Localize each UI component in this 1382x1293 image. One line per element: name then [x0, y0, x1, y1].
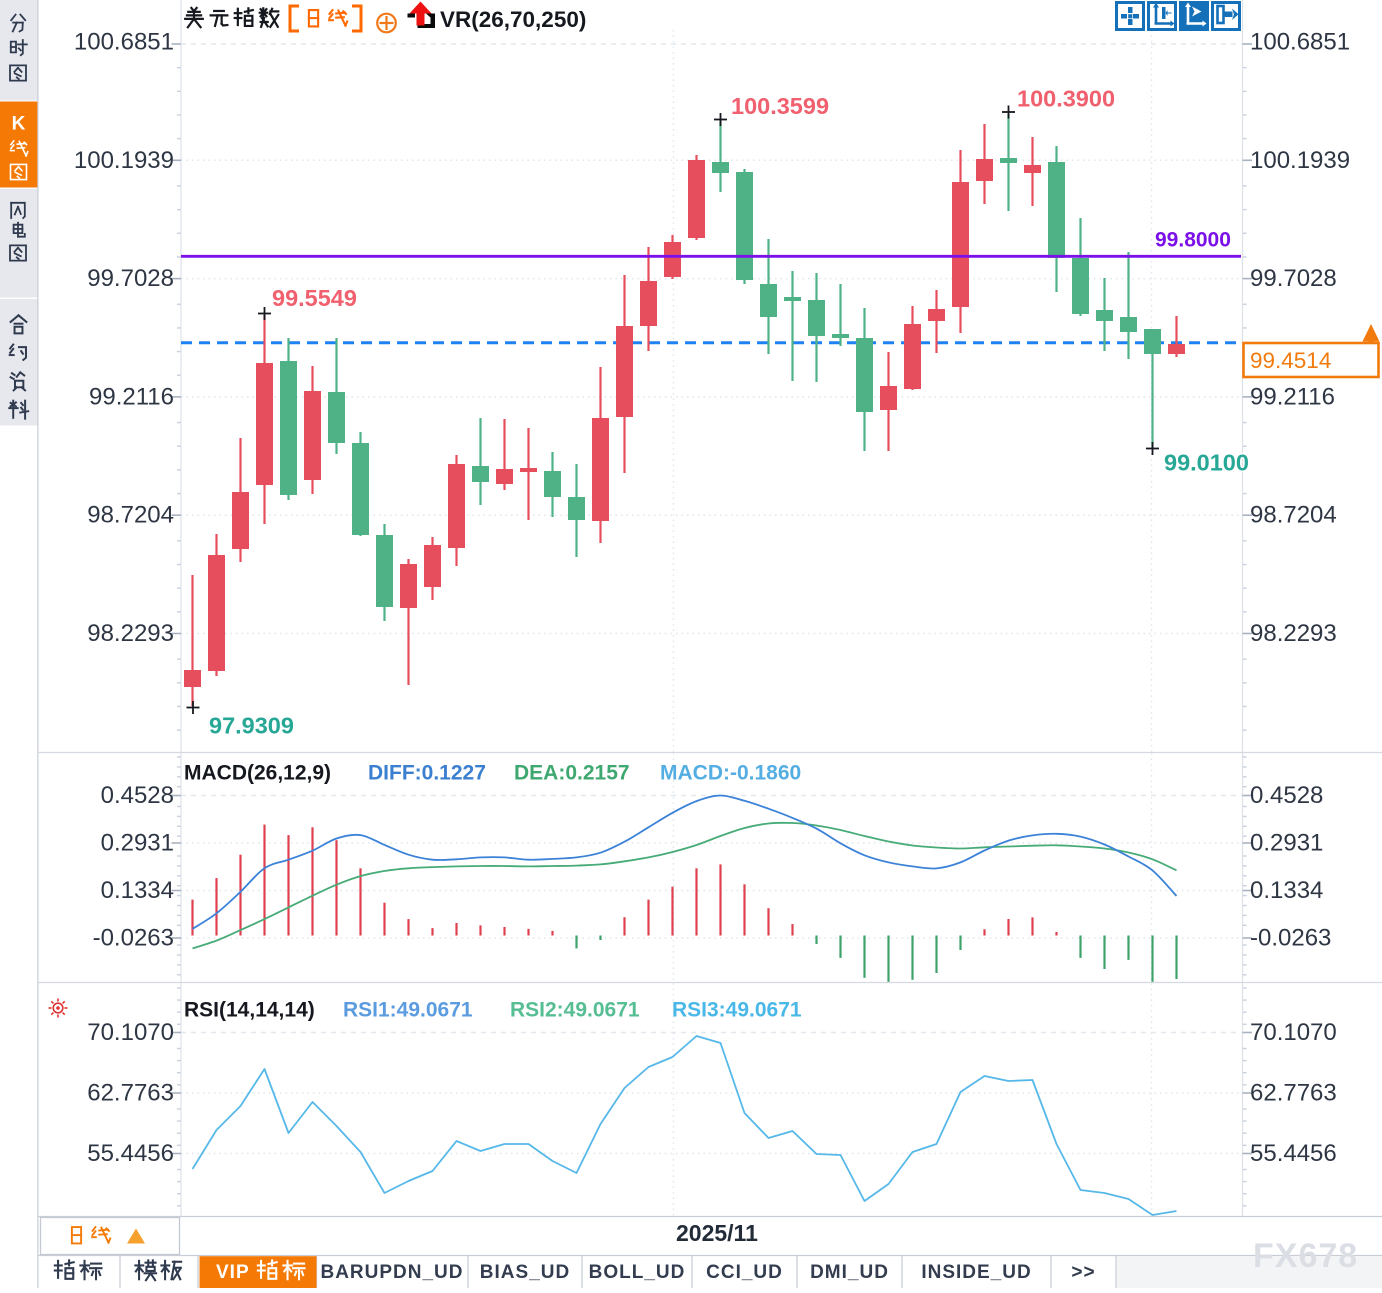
svg-text:99.4514: 99.4514	[1250, 348, 1331, 373]
svg-text:0.2931: 0.2931	[101, 830, 174, 857]
svg-text:99.7028: 99.7028	[87, 265, 174, 292]
svg-text:0.4528: 0.4528	[1250, 782, 1323, 809]
svg-text:MACD:-0.1860: MACD:-0.1860	[660, 762, 801, 785]
svg-text:100.1939: 100.1939	[74, 147, 174, 174]
svg-text:99.0100: 99.0100	[1164, 450, 1249, 476]
svg-text:70.1070: 70.1070	[87, 1019, 174, 1046]
svg-text:BARUPDN_UD: BARUPDN_UD	[320, 1262, 463, 1283]
svg-text:0.1334: 0.1334	[101, 877, 174, 904]
svg-text:0.2931: 0.2931	[1250, 830, 1323, 857]
svg-text:99.5549: 99.5549	[272, 285, 357, 311]
svg-text:2025/11: 2025/11	[676, 1220, 758, 1246]
svg-text:62.7763: 62.7763	[1250, 1080, 1337, 1107]
svg-text:62.7763: 62.7763	[87, 1080, 174, 1107]
svg-text:0.1334: 0.1334	[1250, 877, 1323, 904]
svg-text:99.2116: 99.2116	[89, 383, 174, 410]
svg-text:99.7028: 99.7028	[1250, 265, 1337, 292]
svg-text:FX678: FX678	[1253, 1237, 1358, 1275]
svg-text:MACD(26,12,9): MACD(26,12,9)	[184, 762, 331, 785]
svg-text:100.3900: 100.3900	[1017, 86, 1115, 112]
svg-text:98.7204: 98.7204	[87, 502, 174, 529]
svg-text:0.4528: 0.4528	[101, 782, 174, 809]
svg-text:DIFF:0.1227: DIFF:0.1227	[368, 762, 486, 785]
svg-text:>>: >>	[1071, 1262, 1095, 1283]
svg-text:RSI1:49.0671: RSI1:49.0671	[343, 999, 473, 1022]
svg-text:VR(26,70,250): VR(26,70,250)	[440, 7, 586, 32]
svg-text:98.2293: 98.2293	[1250, 620, 1337, 647]
svg-text:DEA:0.2157: DEA:0.2157	[514, 762, 630, 785]
svg-text:99.8000: 99.8000	[1155, 229, 1231, 252]
svg-text:98.7204: 98.7204	[1250, 502, 1337, 529]
svg-text:BIAS_UD: BIAS_UD	[480, 1262, 570, 1283]
svg-text:INSIDE_UD: INSIDE_UD	[921, 1262, 1031, 1283]
svg-text:RSI2:49.0671: RSI2:49.0671	[510, 999, 640, 1022]
svg-text:K: K	[12, 114, 26, 135]
svg-text:99.2116: 99.2116	[1250, 383, 1335, 410]
svg-text:70.1070: 70.1070	[1250, 1019, 1337, 1046]
svg-text:-0.0263: -0.0263	[1250, 925, 1331, 952]
svg-text:98.2293: 98.2293	[87, 620, 174, 647]
svg-text:97.9309: 97.9309	[209, 713, 294, 739]
svg-text:BOLL_UD: BOLL_UD	[589, 1262, 686, 1283]
svg-text:RSI3:49.0671: RSI3:49.0671	[672, 999, 802, 1022]
svg-text:CCI_UD: CCI_UD	[706, 1262, 783, 1283]
svg-text:100.6851: 100.6851	[74, 29, 174, 56]
svg-text:55.4456: 55.4456	[1250, 1140, 1337, 1167]
svg-text:DMI_UD: DMI_UD	[810, 1262, 889, 1283]
svg-text:100.3599: 100.3599	[731, 93, 829, 119]
svg-text:100.1939: 100.1939	[1250, 147, 1350, 174]
svg-text:VIP: VIP	[216, 1262, 250, 1283]
svg-text:RSI(14,14,14): RSI(14,14,14)	[184, 999, 315, 1022]
svg-text:100.6851: 100.6851	[1250, 29, 1350, 56]
svg-text:-0.0263: -0.0263	[93, 925, 174, 952]
svg-text:55.4456: 55.4456	[87, 1140, 174, 1167]
